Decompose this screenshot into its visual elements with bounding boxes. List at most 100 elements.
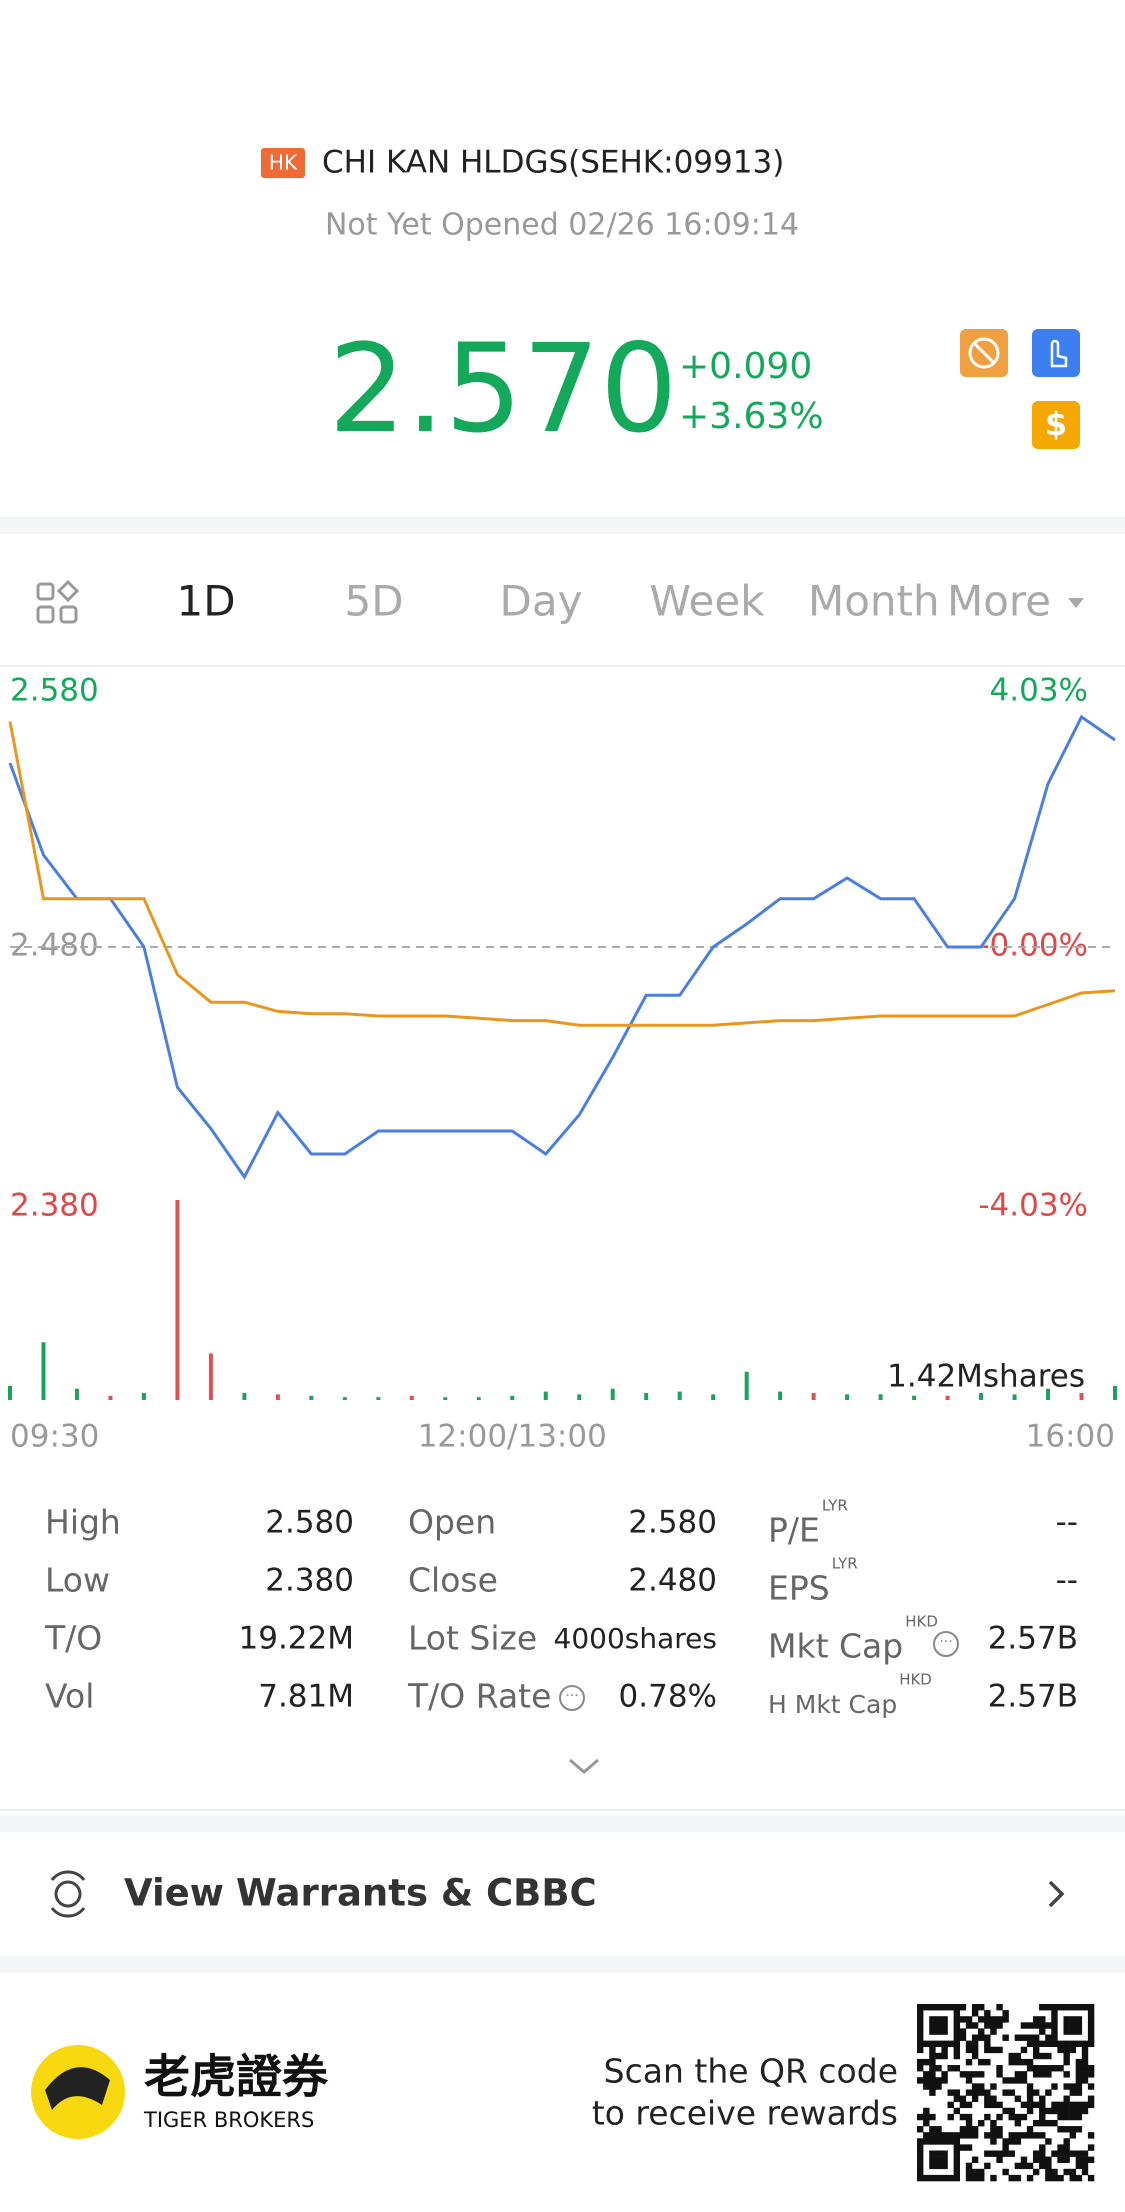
qr-module (1008, 2052, 1015, 2060)
volume-bar (945, 1395, 950, 1400)
qr-module (965, 2144, 973, 2151)
qr-module (923, 2004, 930, 2011)
warrants-view[interactable]: View (124, 1872, 224, 1915)
stat-value: -- (1056, 1563, 1078, 1599)
expand-chevron[interactable] (569, 1758, 599, 1774)
qr-module (1026, 2083, 1034, 2090)
tab[interactable]: More (947, 577, 1051, 626)
qr-module (1051, 2004, 1058, 2011)
qr-module (923, 2040, 930, 2048)
qr-module (1057, 2065, 1064, 2072)
qr-module (971, 2046, 979, 2054)
volume-bar (878, 1394, 883, 1400)
qr-module (1051, 2107, 1058, 2115)
qr-module (959, 2028, 967, 2035)
row-chevron[interactable] (1048, 1880, 1065, 1908)
qr-module (929, 2138, 936, 2145)
qr-module (1057, 2156, 1064, 2163)
qr-module (1051, 2119, 1058, 2127)
qr-module (1020, 2022, 1028, 2029)
qr-module (1087, 2095, 1095, 2102)
tab[interactable]: Month (808, 577, 940, 626)
qr-module (1002, 2144, 1009, 2151)
volume-bar (8, 1385, 12, 1400)
qr-module (1087, 2016, 1095, 2023)
qr-module (953, 2022, 961, 2029)
qr-module (959, 2132, 967, 2139)
volume-bar (376, 1397, 381, 1400)
qr-module (1039, 2004, 1046, 2011)
y2-tick-label: -4.03% (978, 1188, 1088, 1224)
qr-module (929, 2022, 936, 2029)
qr-module (1075, 2150, 1083, 2157)
qr-module (1087, 2101, 1095, 2109)
qr-module (978, 2119, 985, 2127)
x-tick-label: 16:00 (1026, 1419, 1115, 1455)
qr-module (1051, 2150, 1058, 2157)
qr-module (1087, 2065, 1095, 2072)
qr-module (996, 2150, 1003, 2157)
qr-module (1069, 2016, 1076, 2023)
stat-label: T/O (44, 1619, 102, 1658)
qr-module (1002, 2138, 1009, 2145)
qr-module (971, 2168, 979, 2176)
volume-bar (41, 1342, 46, 1400)
qr-module (953, 2138, 961, 2145)
qr-module (1069, 2022, 1076, 2029)
trade-icon[interactable] (1032, 329, 1080, 377)
qr-module (1069, 2168, 1076, 2176)
qr-module (1075, 2022, 1083, 2029)
volume-bar (677, 1391, 682, 1400)
warrants-label[interactable]: Warrants & CBBC (236, 1872, 597, 1915)
volume-bar (342, 1397, 347, 1400)
qr-module (978, 2058, 985, 2066)
qr-module (917, 2150, 924, 2157)
stat-label: Low (45, 1561, 110, 1600)
qr-module (1026, 2174, 1034, 2182)
qr-module (965, 2162, 973, 2170)
qr-module (929, 2174, 936, 2182)
qr-module (1081, 2162, 1089, 2170)
y-tick-label: 2.480 (10, 928, 99, 964)
tab-active[interactable]: 1D (176, 577, 235, 626)
qr-module (996, 2113, 1003, 2121)
qr-module (971, 2095, 979, 2102)
info-icon-dots: ··· (939, 1634, 952, 1650)
layout-icon[interactable] (36, 579, 80, 624)
stat-value: 2.57B (988, 1679, 1078, 1715)
qr-module (953, 2034, 961, 2041)
qr-module (990, 2028, 997, 2035)
qr-module (935, 2040, 942, 2048)
qr-module (965, 2168, 973, 2176)
stock-title: CHI KAN HLDGS(SEHK:09913) (322, 145, 784, 181)
volume-bar (543, 1391, 548, 1400)
qr-module (917, 2174, 924, 2182)
tab[interactable]: Week (649, 577, 765, 626)
qr-module (917, 2040, 924, 2048)
qr-module (959, 2016, 967, 2023)
qr-module (971, 2052, 979, 2060)
tab[interactable]: 5D (344, 577, 403, 626)
tab[interactable]: Day (500, 577, 583, 626)
qr-module (1045, 2168, 1052, 2176)
qr-module (1032, 2168, 1040, 2176)
qr-module (959, 2126, 967, 2133)
qr-module (1032, 2016, 1040, 2023)
stat-label: P/E (768, 1511, 820, 1550)
qr-module (1039, 2095, 1046, 2102)
qr-module (929, 2162, 936, 2170)
volume-bar (577, 1394, 582, 1400)
volume-bar (1113, 1385, 1117, 1400)
qr-module (941, 2156, 948, 2163)
qr-module (935, 2004, 942, 2011)
qr-module (996, 2046, 1003, 2054)
market-badge (261, 148, 305, 178)
dividend-icon[interactable] (1032, 401, 1080, 449)
qr-module (1081, 2071, 1089, 2078)
qr-module (1045, 2156, 1052, 2163)
qr-module (971, 2034, 979, 2041)
qr-module (1063, 2058, 1070, 2066)
qr-module (1032, 2022, 1040, 2029)
volume-bar (1012, 1394, 1017, 1400)
